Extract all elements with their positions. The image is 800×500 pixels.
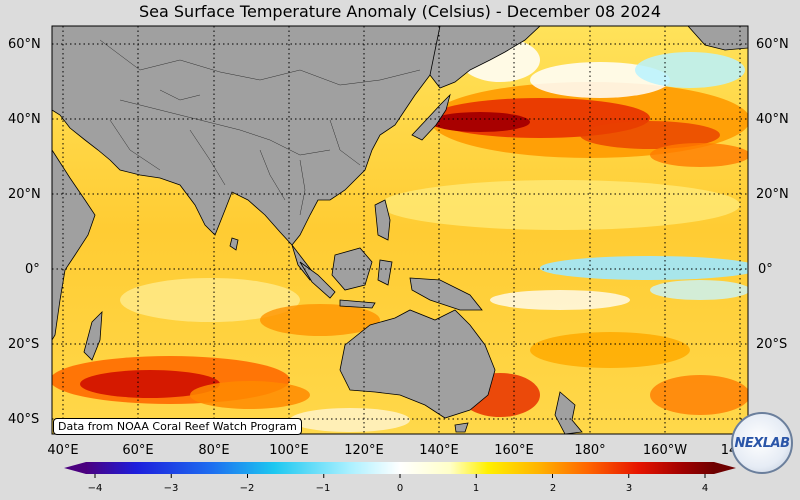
- lon-label: 160°W: [642, 443, 688, 458]
- borneo-island: [331, 247, 373, 291]
- logo-text: NEXLAB: [734, 435, 790, 451]
- data-credit: Data from NOAA Coral Reef Watch Program: [53, 418, 302, 435]
- colorbar: [64, 462, 736, 478]
- nexlab-logo[interactable]: NEXLAB: [731, 412, 793, 474]
- colorbar-tick-label: −4: [87, 483, 103, 494]
- anomaly-patches: [52, 38, 748, 432]
- lon-label: 180°: [574, 443, 606, 458]
- sulawesi-island: [377, 259, 393, 286]
- colorbar-tick-label: 2: [549, 483, 557, 494]
- colorbar-left-arrow: [64, 462, 86, 474]
- lat-label: 20°N: [756, 187, 789, 202]
- lon-label: 120°E: [344, 443, 384, 458]
- lat-label: 20°S: [756, 337, 788, 352]
- lon-label: 100°E: [269, 443, 309, 458]
- philippines-islands: [374, 199, 391, 241]
- australia-landmass: [339, 309, 496, 419]
- graticule: [52, 26, 748, 434]
- lat-label: 40°N: [756, 112, 789, 127]
- lat-label: 20°S: [8, 337, 40, 352]
- colorbar-tick-label: 3: [625, 483, 633, 494]
- sri-lanka-island: [229, 237, 239, 251]
- lon-label: 140°E: [419, 443, 459, 458]
- map-frame: [51, 25, 749, 435]
- colorbar-tick-label: 0: [396, 483, 404, 494]
- lon-label: 160°E: [494, 443, 534, 458]
- lat-label: 20°N: [8, 187, 41, 202]
- lat-label: 60°N: [756, 37, 789, 52]
- lon-label: 60°E: [122, 443, 154, 458]
- colorbar-tick-label: 4: [701, 483, 709, 494]
- lon-label: 80°E: [198, 443, 230, 458]
- new-guinea-island: [409, 277, 483, 311]
- map-frame-content: [52, 26, 748, 434]
- lon-label: 40°E: [47, 443, 79, 458]
- lat-label: 40°N: [8, 112, 41, 127]
- ne-asia-landmass: [429, 26, 541, 89]
- sumatra-island: [299, 261, 336, 299]
- colorbar-tick-label: −2: [239, 483, 255, 494]
- new-zealand-islands: [554, 391, 583, 434]
- colorbar-right-arrow: [714, 462, 736, 474]
- lat-label: 60°N: [8, 37, 41, 52]
- lat-label: 0°: [758, 262, 773, 277]
- colorbar-gradient: [86, 462, 714, 474]
- country-borders: [99, 39, 421, 216]
- java-island: [339, 299, 376, 309]
- colorbar-tick-label: −1: [315, 483, 331, 494]
- japan-islands: [411, 93, 451, 141]
- colorbar-tick-label: 1: [472, 483, 480, 494]
- tasmania-island: [454, 422, 469, 433]
- map-title: Sea Surface Temperature Anomaly (Celsius…: [139, 2, 661, 21]
- lat-label: 0°: [25, 262, 40, 277]
- eurasia-landmass: [52, 26, 441, 246]
- colorbar-tick-label: −3: [163, 483, 179, 494]
- madagascar-island: [83, 310, 103, 361]
- lat-label: 40°S: [8, 412, 40, 427]
